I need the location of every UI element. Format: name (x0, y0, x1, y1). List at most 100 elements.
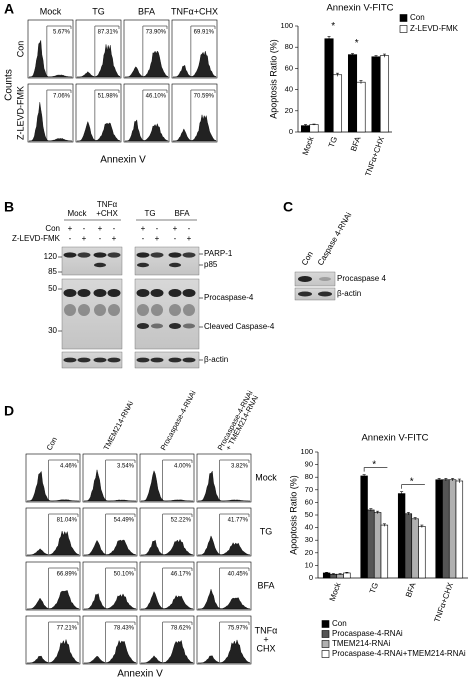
gate-percent: 78.62% (171, 626, 192, 632)
error-bar (400, 491, 404, 496)
legend-label: Procaspase-4-RNAi (332, 629, 403, 638)
sign: + (187, 234, 192, 243)
histogram (77, 120, 121, 142)
sign: - (83, 224, 86, 233)
row-label: Z-LEVD-FMK (12, 234, 61, 243)
annotation: * (355, 38, 359, 49)
bar (309, 124, 319, 133)
flow-plot (139, 561, 195, 611)
flow-plot (82, 507, 138, 557)
panel-label: B (4, 199, 14, 215)
blot-band (93, 357, 107, 363)
blot-band (168, 252, 182, 258)
sign: + (98, 224, 103, 233)
blot-band (298, 276, 312, 282)
flow-plot (139, 507, 195, 557)
row-label: Mock (255, 472, 277, 482)
flow-plot (196, 561, 252, 611)
gate-percent: 4.46% (60, 464, 78, 470)
gate (105, 513, 136, 554)
error-bar (382, 53, 386, 58)
bar (347, 54, 358, 133)
sign: - (113, 224, 116, 233)
gate-percent: 52.22% (171, 518, 192, 524)
bar (371, 56, 381, 133)
bar (435, 479, 443, 579)
blot-band (77, 252, 91, 258)
blot-band (94, 304, 106, 316)
blot-band (183, 304, 195, 316)
band-label: PARP-1 (204, 249, 233, 258)
flow-plot (196, 453, 252, 503)
error-bar (304, 124, 308, 127)
error-bar (406, 512, 410, 515)
sign: + (141, 224, 146, 233)
blot-band (169, 304, 181, 316)
blot-band (107, 289, 121, 297)
treatment-label: Mock (67, 209, 87, 218)
bar (324, 38, 334, 133)
blot-band (168, 357, 182, 363)
gate-percent: 70.59% (194, 94, 215, 100)
bar (411, 518, 419, 579)
row-label: BFA (257, 580, 274, 590)
gate-percent: 4.00% (174, 464, 192, 470)
y-tick-label: 80 (305, 472, 313, 481)
bar (343, 572, 351, 579)
y-tick-label: 50 (305, 510, 313, 519)
gate-percent: 51.98% (98, 94, 119, 100)
legend-swatch (321, 650, 330, 658)
histogram (27, 530, 80, 556)
y-tick-label: 20 (285, 106, 293, 115)
flow-plot (82, 561, 138, 611)
histogram (198, 535, 251, 556)
treatment-label: TNFα (97, 200, 118, 209)
x-tick-label: TNFα+CHX (432, 581, 455, 624)
legend-label: Procaspase-4-RNAi+TMEM214-RNAi (332, 649, 466, 658)
blot-band (63, 289, 77, 297)
blot-band (318, 291, 332, 297)
blot-band (107, 357, 121, 363)
blot-band (182, 357, 196, 363)
error-bar (374, 55, 378, 58)
axis-label: Annexin V (100, 155, 146, 166)
blot-band (136, 357, 150, 363)
y-tick-label: 10 (305, 560, 313, 569)
gate-percent: 81.04% (57, 518, 78, 524)
gate (162, 567, 193, 608)
gate (105, 621, 136, 662)
column-label: Procaspase-4-RNAi (159, 389, 198, 452)
y-tick-label: 30 (305, 535, 313, 544)
band-label: β-actin (337, 289, 361, 298)
blot-band (169, 323, 181, 329)
lane-label: Caspase 4-RNAi (316, 211, 354, 267)
gate (219, 459, 250, 500)
treatment-label: +CHX (96, 209, 118, 218)
y-tick-label: 40 (305, 523, 313, 532)
sign: - (99, 234, 102, 243)
histogram (27, 638, 80, 664)
flow-plot (123, 83, 170, 143)
error-bar (335, 72, 339, 77)
histogram (26, 470, 79, 502)
blot-band (150, 252, 164, 258)
bar (373, 512, 382, 579)
bar (332, 74, 343, 133)
histogram (141, 639, 194, 664)
row-label: TNFα (255, 625, 278, 635)
y-tick-label: 100 (280, 21, 293, 30)
row-label: CHX (256, 643, 275, 653)
histogram (197, 470, 250, 502)
legend-swatch (321, 620, 330, 628)
x-tick-label: TG (327, 135, 339, 149)
error-bar (382, 523, 386, 527)
y-tick-label: 60 (285, 63, 293, 72)
error-bar (420, 524, 424, 528)
gate (219, 513, 250, 554)
legend-label: Con (410, 13, 425, 22)
histogram (84, 593, 137, 610)
error-bar (331, 573, 335, 575)
blot-band (150, 289, 164, 297)
error-bar (312, 123, 316, 126)
blot-band (169, 262, 181, 268)
